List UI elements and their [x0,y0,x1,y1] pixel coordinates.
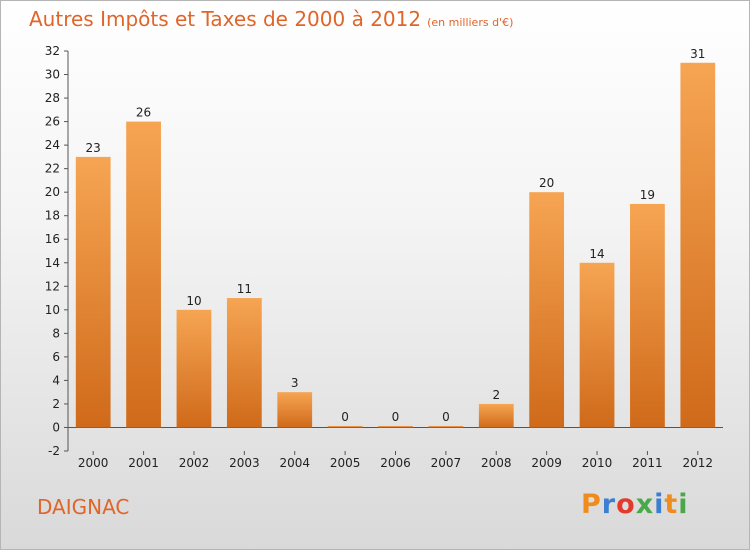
bar [176,309,212,428]
bar-value-label: 31 [690,47,705,61]
x-tick-label: 2004 [279,456,310,470]
bar [327,425,363,428]
bar-value-label: 3 [291,376,299,390]
bar [75,156,111,428]
bar-value-label: 10 [186,294,201,308]
x-tick-label: 2001 [128,456,159,470]
x-tick-label: 2008 [481,456,512,470]
bar-value-label: 26 [136,106,151,120]
x-tick-label: 2007 [431,456,462,470]
x-tick-label: 2002 [179,456,210,470]
y-tick-label: 14 [45,256,60,270]
bar-value-label: 0 [341,410,349,424]
y-tick-label: 2 [52,397,60,411]
chart-title: Autres Impôts et Taxes de 2000 à 2012 [29,7,422,31]
bar-value-label: 11 [237,282,252,296]
bar-value-label: 20 [539,176,554,190]
y-tick-label: 30 [45,68,60,82]
y-tick-label: 24 [45,138,60,152]
y-tick-label: 10 [45,303,60,317]
x-tick-label: 2005 [330,456,361,470]
bar [579,262,615,428]
brand-logo: Proxiti [581,489,689,520]
x-tick-label: 2012 [683,456,714,470]
bar-value-label: 0 [392,410,400,424]
y-tick-label: 16 [45,232,60,246]
bar [529,192,565,428]
bar [378,425,413,428]
bar [277,392,313,428]
x-tick-label: 2006 [380,456,411,470]
bar [226,298,262,428]
bar [478,403,514,428]
x-tick-label: 2010 [582,456,613,470]
y-tick-label: 26 [45,115,60,129]
y-tick-label: 32 [45,44,60,58]
commune-name: DAIGNAC [37,495,130,519]
y-tick-label: -2 [48,444,60,458]
x-tick-label: 2009 [531,456,562,470]
bar [428,425,464,428]
bar [126,121,161,428]
bar-value-label: 0 [442,410,450,424]
y-tick-label: 4 [52,373,60,387]
bar-value-label: 23 [86,141,101,155]
y-tick-label: 18 [45,209,60,223]
chart-subtitle: (en milliers d'€) [427,16,514,29]
chart-title-row: Autres Impôts et Taxes de 2000 à 2012 (en… [29,7,513,31]
y-tick-label: 20 [45,185,60,199]
y-tick-label: 6 [52,350,60,364]
bar [680,62,716,428]
y-tick-label: 12 [45,279,60,293]
y-tick-label: 0 [52,420,60,434]
bar-value-label: 2 [492,388,500,402]
bar [630,203,665,428]
x-tick-label: 2011 [632,456,663,470]
x-tick-label: 2003 [229,456,260,470]
bar-value-label: 14 [589,247,604,261]
y-tick-label: 22 [45,162,60,176]
y-tick-label: 8 [52,326,60,340]
bar-value-label: 19 [640,188,655,202]
y-tick-label: 28 [45,91,60,105]
x-tick-label: 2000 [78,456,109,470]
